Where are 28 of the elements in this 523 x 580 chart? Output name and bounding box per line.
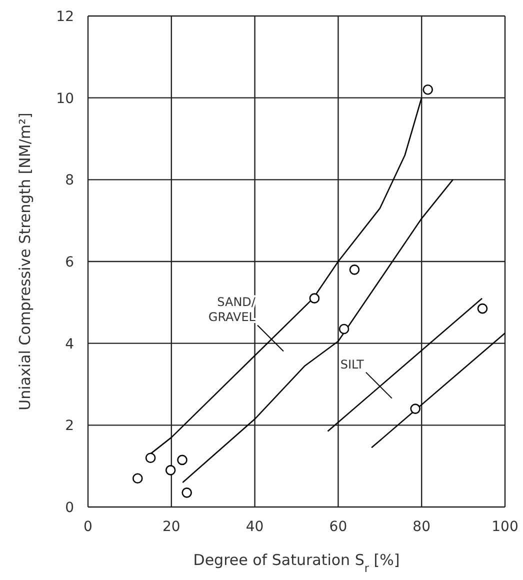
y-tick-label: 0 bbox=[65, 500, 74, 516]
point bbox=[182, 488, 192, 498]
x-tick-label: 100 bbox=[492, 518, 518, 535]
point bbox=[410, 404, 420, 414]
x-tick-label: 20 bbox=[162, 518, 180, 535]
y-axis-title: Uniaxial Compressive Strength [NM/m²] bbox=[16, 112, 34, 410]
point bbox=[338, 324, 350, 334]
x-axis-title: Degree of Saturation S$_{r}$ [%] bbox=[193, 551, 400, 574]
line-series bbox=[182, 179, 454, 484]
point bbox=[477, 303, 488, 314]
y-tick-label: 10 bbox=[56, 90, 74, 107]
point bbox=[349, 264, 360, 275]
y-tick-label: 8 bbox=[65, 172, 74, 189]
x-tick-label: 0 bbox=[84, 518, 92, 535]
point bbox=[177, 454, 188, 466]
y-tick-label: 6 bbox=[65, 254, 74, 270]
x-tick-label: 60 bbox=[329, 518, 348, 535]
point bbox=[422, 84, 434, 95]
point bbox=[309, 293, 320, 304]
point bbox=[145, 452, 156, 464]
x-tick-label: 40 bbox=[246, 518, 264, 535]
y-tick-label: 2 bbox=[65, 418, 74, 434]
point bbox=[132, 473, 143, 484]
y-tick-label: 4 bbox=[65, 336, 74, 352]
y-tick-label: 12 bbox=[56, 8, 74, 25]
point bbox=[165, 465, 176, 476]
x-tick-label: 80 bbox=[412, 518, 431, 535]
annotation: SILT bbox=[340, 357, 365, 372]
